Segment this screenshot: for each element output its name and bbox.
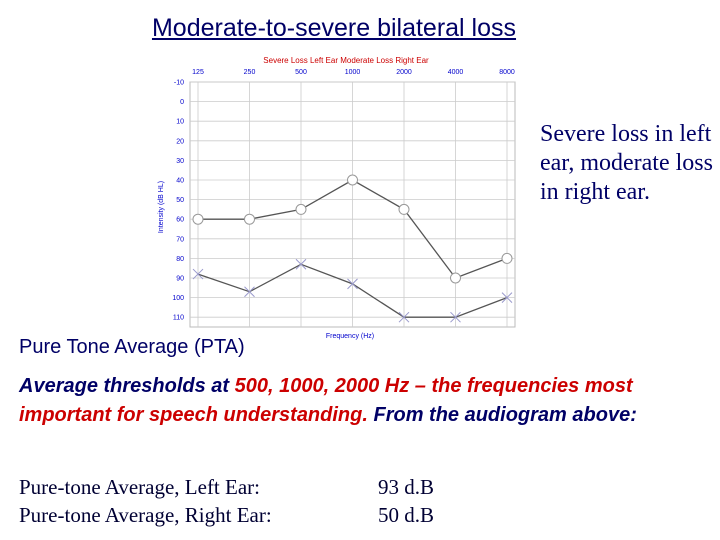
data-point-circle — [244, 213, 255, 225]
result-value-left: 93 d.B — [378, 475, 435, 499]
audiogram-chart: Severe Loss Left Ear Moderate Loss Right… — [158, 56, 516, 340]
y-tick-label: 20 — [176, 138, 184, 145]
data-point-circle — [501, 252, 513, 264]
data-point-circle — [398, 203, 410, 215]
pta-desc-highlight: 500, 1000, 2000 Hz – the frequencies mos… — [19, 375, 633, 426]
data-point-circle — [347, 174, 358, 186]
y-tick-label: 70 — [176, 236, 184, 243]
y-tick-label: 110 — [173, 315, 184, 322]
x-tick-label: 500 — [295, 69, 307, 76]
y-tick-label: 100 — [172, 295, 184, 302]
data-point-cross — [244, 286, 255, 298]
data-point-cross — [398, 311, 410, 323]
data-point-cross — [501, 292, 513, 303]
y-tick-label: 50 — [176, 197, 184, 204]
y-axis-label: Intensity (dB HL) — [158, 181, 165, 233]
data-point-cross — [192, 268, 204, 280]
y-tick-label: 30 — [176, 158, 184, 165]
pta-desc-tail: From the audiogram above: — [367, 404, 637, 426]
y-tick-label: 40 — [176, 178, 184, 185]
y-tick-label: 80 — [176, 256, 184, 263]
x-tick-label: 4000 — [448, 69, 464, 76]
data-point-circle — [192, 213, 204, 225]
y-tick-label: 0 — [180, 99, 184, 106]
result-label-right: Pure-tone Average, Right Ear: — [19, 503, 272, 527]
x-tick-label: 8000 — [499, 69, 515, 76]
data-point-cross — [347, 278, 358, 290]
chart-title: Severe Loss Left Ear Moderate Loss Right… — [263, 56, 429, 65]
side-description: Severe loss in left ear, moderate loss i… — [540, 121, 713, 205]
x-tick-label: 1000 — [345, 69, 361, 76]
pta-description: Average thresholds at 500, 1000, 2000 Hz… — [19, 372, 709, 430]
y-tick-label: -10 — [174, 80, 184, 87]
x-tick-label: 2000 — [396, 69, 412, 76]
y-tick-label: 10 — [176, 119, 184, 126]
pta-desc-lead: Average thresholds at — [19, 375, 235, 397]
data-point-cross — [450, 311, 461, 323]
pta-heading: Pure Tone Average (PTA) — [19, 336, 245, 358]
data-point-circle — [450, 272, 461, 284]
data-point-circle — [295, 203, 307, 215]
result-label-left: Pure-tone Average, Left Ear: — [19, 475, 260, 499]
data-point-cross — [295, 258, 307, 270]
result-value-right: 50 d.B — [378, 503, 435, 527]
y-tick-label: 60 — [176, 217, 184, 224]
y-tick-label: 90 — [176, 276, 184, 283]
x-tick-label: 125 — [192, 69, 204, 76]
x-tick-label: 250 — [244, 69, 256, 76]
x-axis-label: Frequency (Hz) — [326, 333, 374, 340]
page-title: Moderate-to-severe bilateral loss — [151, 14, 517, 42]
